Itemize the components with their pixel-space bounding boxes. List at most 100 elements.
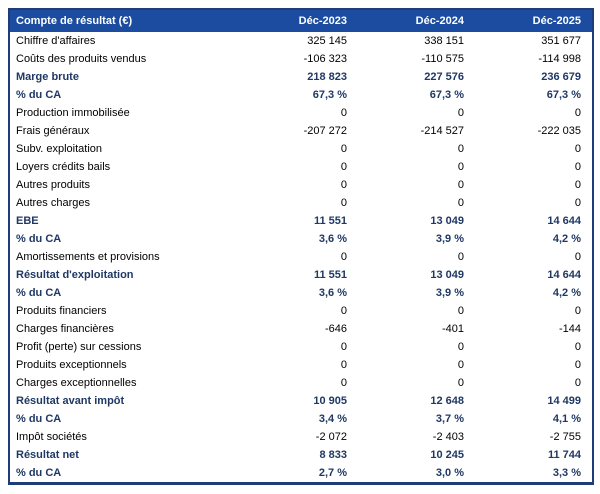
- table-row: Coûts des produits vendus -106 323 -110 …: [10, 50, 592, 68]
- cell-value: 3,0 %: [435, 467, 464, 479]
- table-row: Autres produits 0 0 0: [10, 176, 592, 194]
- cell-value: 0: [340, 161, 347, 173]
- table-row: Impôt sociétés -2 072 -2 403 -2 755: [10, 428, 592, 446]
- cell-value: 0: [340, 377, 347, 389]
- cell-value: 0: [340, 341, 347, 353]
- cell-value: 3,6 %: [318, 287, 347, 299]
- row-label: EBE: [16, 215, 39, 227]
- table-header-dec-2024: Déc-2024: [415, 15, 464, 27]
- cell-value: 4,1 %: [552, 413, 581, 425]
- cell-value: 67,3 %: [312, 89, 347, 101]
- cell-value: 14 499: [547, 395, 581, 407]
- cell-value: 3,4 %: [318, 413, 347, 425]
- cell-value: 0: [340, 107, 347, 119]
- cell-value: 0: [340, 251, 347, 263]
- cell-value: -222 035: [537, 125, 581, 137]
- cell-value: 0: [457, 161, 464, 173]
- cell-value: 0: [574, 359, 581, 371]
- cell-value: 0: [457, 359, 464, 371]
- cell-value: 236 679: [541, 71, 581, 83]
- cell-value: -207 272: [303, 125, 347, 137]
- row-label: Marge brute: [16, 71, 79, 83]
- cell-value: 0: [457, 377, 464, 389]
- cell-value: 0: [574, 161, 581, 173]
- cell-value: 0: [457, 251, 464, 263]
- cell-value: -2 755: [549, 431, 581, 443]
- cell-value: 11 551: [313, 215, 347, 227]
- table-row: Profit (perte) sur cessions 0 0 0: [10, 338, 592, 356]
- row-label: Coûts des produits vendus: [16, 53, 147, 65]
- cell-value: 13 049: [430, 269, 464, 281]
- row-label: % du CA: [16, 467, 62, 479]
- row-label: % du CA: [16, 287, 62, 299]
- cell-value: 10 245: [430, 449, 464, 461]
- cell-value: 0: [457, 107, 464, 119]
- cell-value: 11 744: [547, 449, 581, 461]
- row-label: Autres charges: [16, 197, 90, 209]
- cell-value: 0: [340, 305, 347, 317]
- cell-value: -110 575: [421, 53, 464, 65]
- cell-value: 0: [457, 197, 464, 209]
- cell-value: 0: [457, 305, 464, 317]
- cell-value: 0: [574, 251, 581, 263]
- cell-value: 2,7 %: [318, 467, 347, 479]
- cell-value: 0: [574, 377, 581, 389]
- cell-value: 3,7 %: [435, 413, 464, 425]
- row-label: Loyers crédits bails: [16, 161, 111, 173]
- cell-value: 0: [574, 107, 581, 119]
- table-row: EBE 11 551 13 049 14 644: [10, 212, 592, 230]
- cell-value: 0: [574, 179, 581, 191]
- cell-value: -114 998: [538, 53, 581, 65]
- table-row: Résultat avant impôt 10 905 12 648 14 49…: [10, 392, 592, 410]
- table-row: Charges exceptionnelles 0 0 0: [10, 374, 592, 392]
- cell-value: 13 049: [430, 215, 464, 227]
- table-row: Amortissements et provisions 0 0 0: [10, 248, 592, 266]
- cell-value: 0: [574, 305, 581, 317]
- cell-value: -2 403: [432, 431, 464, 443]
- cell-value: 0: [574, 341, 581, 353]
- table-row: Résultat d'exploitation 11 551 13 049 14…: [10, 266, 592, 284]
- cell-value: -401: [441, 323, 464, 335]
- table-row: % du CA 67,3 % 67,3 % 67,3 %: [10, 86, 592, 104]
- cell-value: 0: [457, 143, 464, 155]
- table-header-dec-2023: Déc-2023: [298, 15, 347, 27]
- table-row: Autres charges 0 0 0: [10, 194, 592, 212]
- table-row: Production immobilisée 0 0 0: [10, 104, 592, 122]
- row-label: Subv. exploitation: [16, 143, 103, 155]
- income-statement-table: Compte de résultat (€) Déc-2023 Déc-2024…: [8, 8, 594, 485]
- cell-value: 4,2 %: [552, 287, 581, 299]
- table-body: Chiffre d'affaires 325 145 338 151 351 6…: [10, 32, 592, 482]
- table-row: Charges financières -646 -401 -144: [10, 320, 592, 338]
- row-label: Produits exceptionnels: [16, 359, 127, 371]
- cell-value: 325 145: [307, 35, 347, 47]
- table-row: Frais généraux -207 272 -214 527 -222 03…: [10, 122, 592, 140]
- cell-value: 0: [340, 179, 347, 191]
- row-label: Autres produits: [16, 179, 90, 191]
- cell-value: 8 833: [319, 449, 347, 461]
- cell-value: 0: [457, 179, 464, 191]
- cell-value: 0: [340, 143, 347, 155]
- table-row: Subv. exploitation 0 0 0: [10, 140, 592, 158]
- row-label: Produits financiers: [16, 305, 107, 317]
- row-label: Résultat avant impôt: [16, 395, 125, 407]
- row-label: % du CA: [16, 233, 62, 245]
- row-label: Charges financières: [16, 323, 114, 335]
- row-label: Résultat d'exploitation: [16, 269, 134, 281]
- table-row: Résultat net 8 833 10 245 11 744: [10, 446, 592, 464]
- cell-value: 11 551: [313, 269, 347, 281]
- table-header-dec-2025: Déc-2025: [532, 15, 581, 27]
- cell-value: 3,9 %: [435, 233, 464, 245]
- table-row: Marge brute 218 823 227 576 236 679: [10, 68, 592, 86]
- cell-value: 67,3 %: [429, 89, 464, 101]
- row-label: Charges exceptionnelles: [16, 377, 137, 389]
- row-label: % du CA: [16, 89, 62, 101]
- cell-value: 10 905: [313, 395, 347, 407]
- cell-value: -144: [558, 323, 581, 335]
- cell-value: 218 823: [307, 71, 347, 83]
- row-label: Amortissements et provisions: [16, 251, 160, 263]
- cell-value: 4,2 %: [552, 233, 581, 245]
- cell-value: 0: [574, 197, 581, 209]
- cell-value: 3,6 %: [318, 233, 347, 245]
- cell-value: 0: [340, 359, 347, 371]
- table-row: % du CA 3,6 % 3,9 % 4,2 %: [10, 284, 592, 302]
